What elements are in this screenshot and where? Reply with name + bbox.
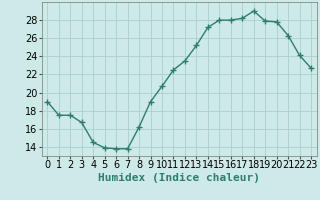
X-axis label: Humidex (Indice chaleur): Humidex (Indice chaleur) [98, 173, 260, 183]
